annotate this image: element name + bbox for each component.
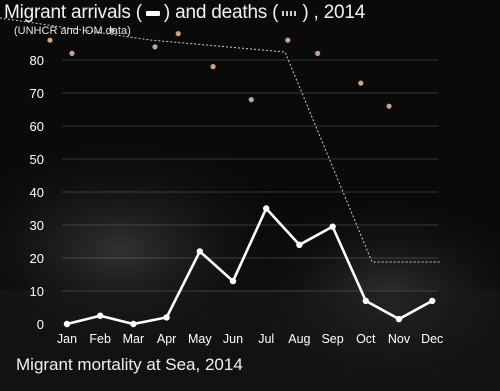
x-tick-label: Jul [258,332,274,346]
y-tick-label: 50 [30,152,44,167]
x-tick-label: Feb [89,332,111,346]
y-tick-label: 80 [30,53,44,68]
y-tick-label: 10 [30,284,44,299]
arrivals-point-mar [130,320,137,328]
arrivals-point-nov [395,315,403,323]
x-tick-label: Mar [123,332,145,346]
deaths-dot-5 [175,30,181,37]
deaths-dot-7 [248,97,254,103]
x-tick-label: Oct [356,332,376,346]
chart-source: (UNHCR and IOM data) [14,25,131,37]
arrivals-point-may [196,248,203,255]
x-tick-label: Nov [388,332,411,346]
y-tick-label: 30 [30,218,44,233]
y-tick-label: 70 [30,86,44,101]
y-tick-label: 0 [37,317,44,332]
arrivals-point-aug [296,241,303,248]
arrivals-point-sep [329,223,336,230]
legend-swatch-deaths [282,10,299,16]
legend-swatch-arrivals [145,10,160,16]
background-texture [0,130,500,391]
deaths-dot-9 [315,50,321,57]
arrivals-point-oct [362,297,369,305]
deaths-dot-4 [152,44,158,50]
x-tick-label: Aug [288,332,310,346]
x-tick-label: Dec [421,332,443,346]
arrivals-point-apr [163,314,170,321]
y-tick-label: 40 [30,185,44,200]
x-tick-label: Jan [57,332,77,346]
arrivals-point-dec [429,297,436,305]
arrivals-point-jul [263,205,270,212]
deaths-dot-2 [69,50,75,57]
x-tick-label: Jun [223,332,243,346]
arrivals-line [66,207,433,326]
deaths-dot-11 [386,103,392,109]
arrivals-point-jun [229,277,237,285]
x-tick-label: Apr [157,332,176,346]
title-text-part1: Migrant arrivals ( [4,2,142,23]
chart-title: Migrant arrivals ( ) and deaths ( ) , 20… [4,0,365,26]
x-tick-label: Sep [321,332,343,346]
y-tick-label: 60 [30,119,44,134]
deaths-boundary [0,17,440,263]
x-tick-label: May [188,332,212,346]
deaths-dot-8 [285,37,291,43]
arrivals-point-feb [97,312,104,319]
title-text-part3: ) , 2014 [302,2,366,23]
y-tick-label: 20 [30,251,44,266]
deaths-dot-10 [358,80,364,86]
chart-caption: Migrant mortality at Sea, 2014 [16,355,243,374]
title-text-part2: ) and deaths ( [163,2,279,23]
arrivals-point-jan [63,320,71,328]
deaths-dot-1 [47,37,53,43]
deaths-dot-6 [210,64,216,70]
deaths-dot-3 [109,27,115,33]
